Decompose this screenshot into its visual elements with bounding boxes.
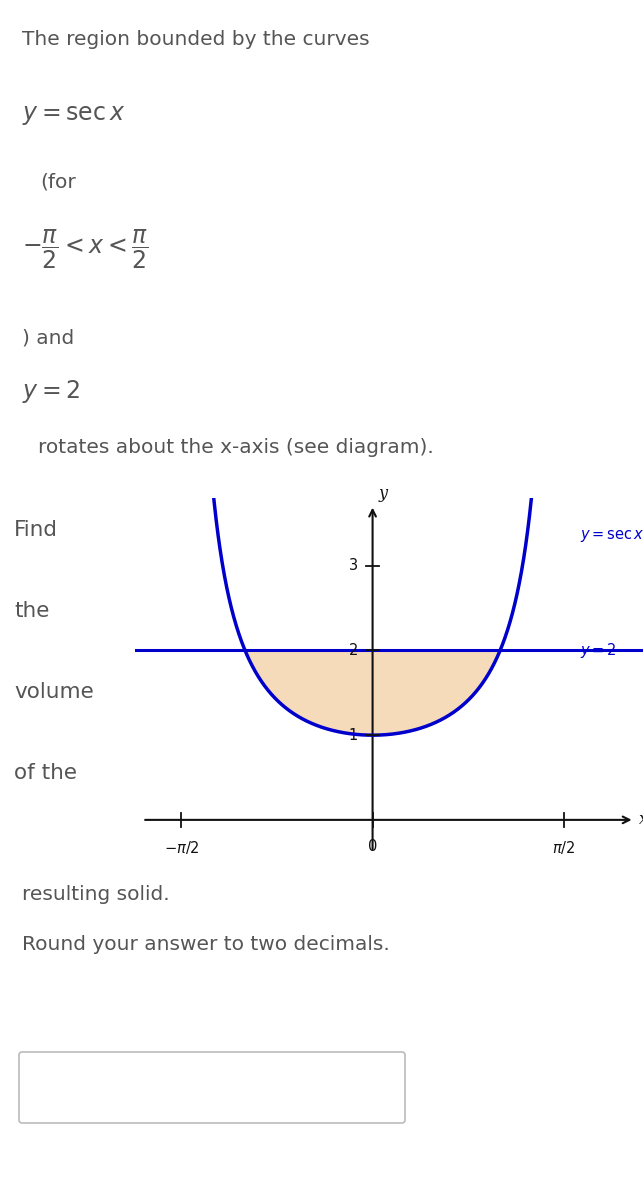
Text: volume: volume bbox=[14, 682, 94, 702]
Text: resulting solid.: resulting solid. bbox=[22, 886, 170, 904]
Text: rotates about the x-axis (see diagram).: rotates about the x-axis (see diagram). bbox=[38, 438, 434, 457]
Text: The region bounded by the curves: The region bounded by the curves bbox=[22, 30, 370, 49]
Text: the: the bbox=[14, 600, 50, 620]
Text: $y=2$: $y=2$ bbox=[580, 641, 617, 660]
Text: $\pi/2$: $\pi/2$ bbox=[552, 839, 575, 856]
Text: x: x bbox=[639, 811, 643, 828]
Text: ) and: ) and bbox=[22, 328, 74, 347]
Text: $y = \mathrm{sec}\, x$: $y = \mathrm{sec}\, x$ bbox=[22, 103, 125, 127]
Text: $-\dfrac{\pi}{2} < x < \dfrac{\pi}{2}$: $-\dfrac{\pi}{2} < x < \dfrac{\pi}{2}$ bbox=[22, 228, 149, 271]
Text: y: y bbox=[379, 485, 388, 503]
FancyBboxPatch shape bbox=[19, 1052, 405, 1123]
Text: $y = 2$: $y = 2$ bbox=[22, 378, 80, 404]
Text: 0: 0 bbox=[368, 839, 377, 853]
Text: Round your answer to two decimals.: Round your answer to two decimals. bbox=[22, 935, 390, 954]
Text: $y=\sec x$: $y=\sec x$ bbox=[580, 528, 643, 544]
Text: 3: 3 bbox=[349, 558, 358, 574]
Text: (for: (for bbox=[40, 173, 76, 192]
Text: 1: 1 bbox=[349, 727, 358, 743]
Text: 2: 2 bbox=[349, 643, 358, 658]
Text: $-\pi/2$: $-\pi/2$ bbox=[163, 839, 199, 856]
Text: of the: of the bbox=[14, 763, 77, 782]
Text: Find: Find bbox=[14, 520, 58, 540]
